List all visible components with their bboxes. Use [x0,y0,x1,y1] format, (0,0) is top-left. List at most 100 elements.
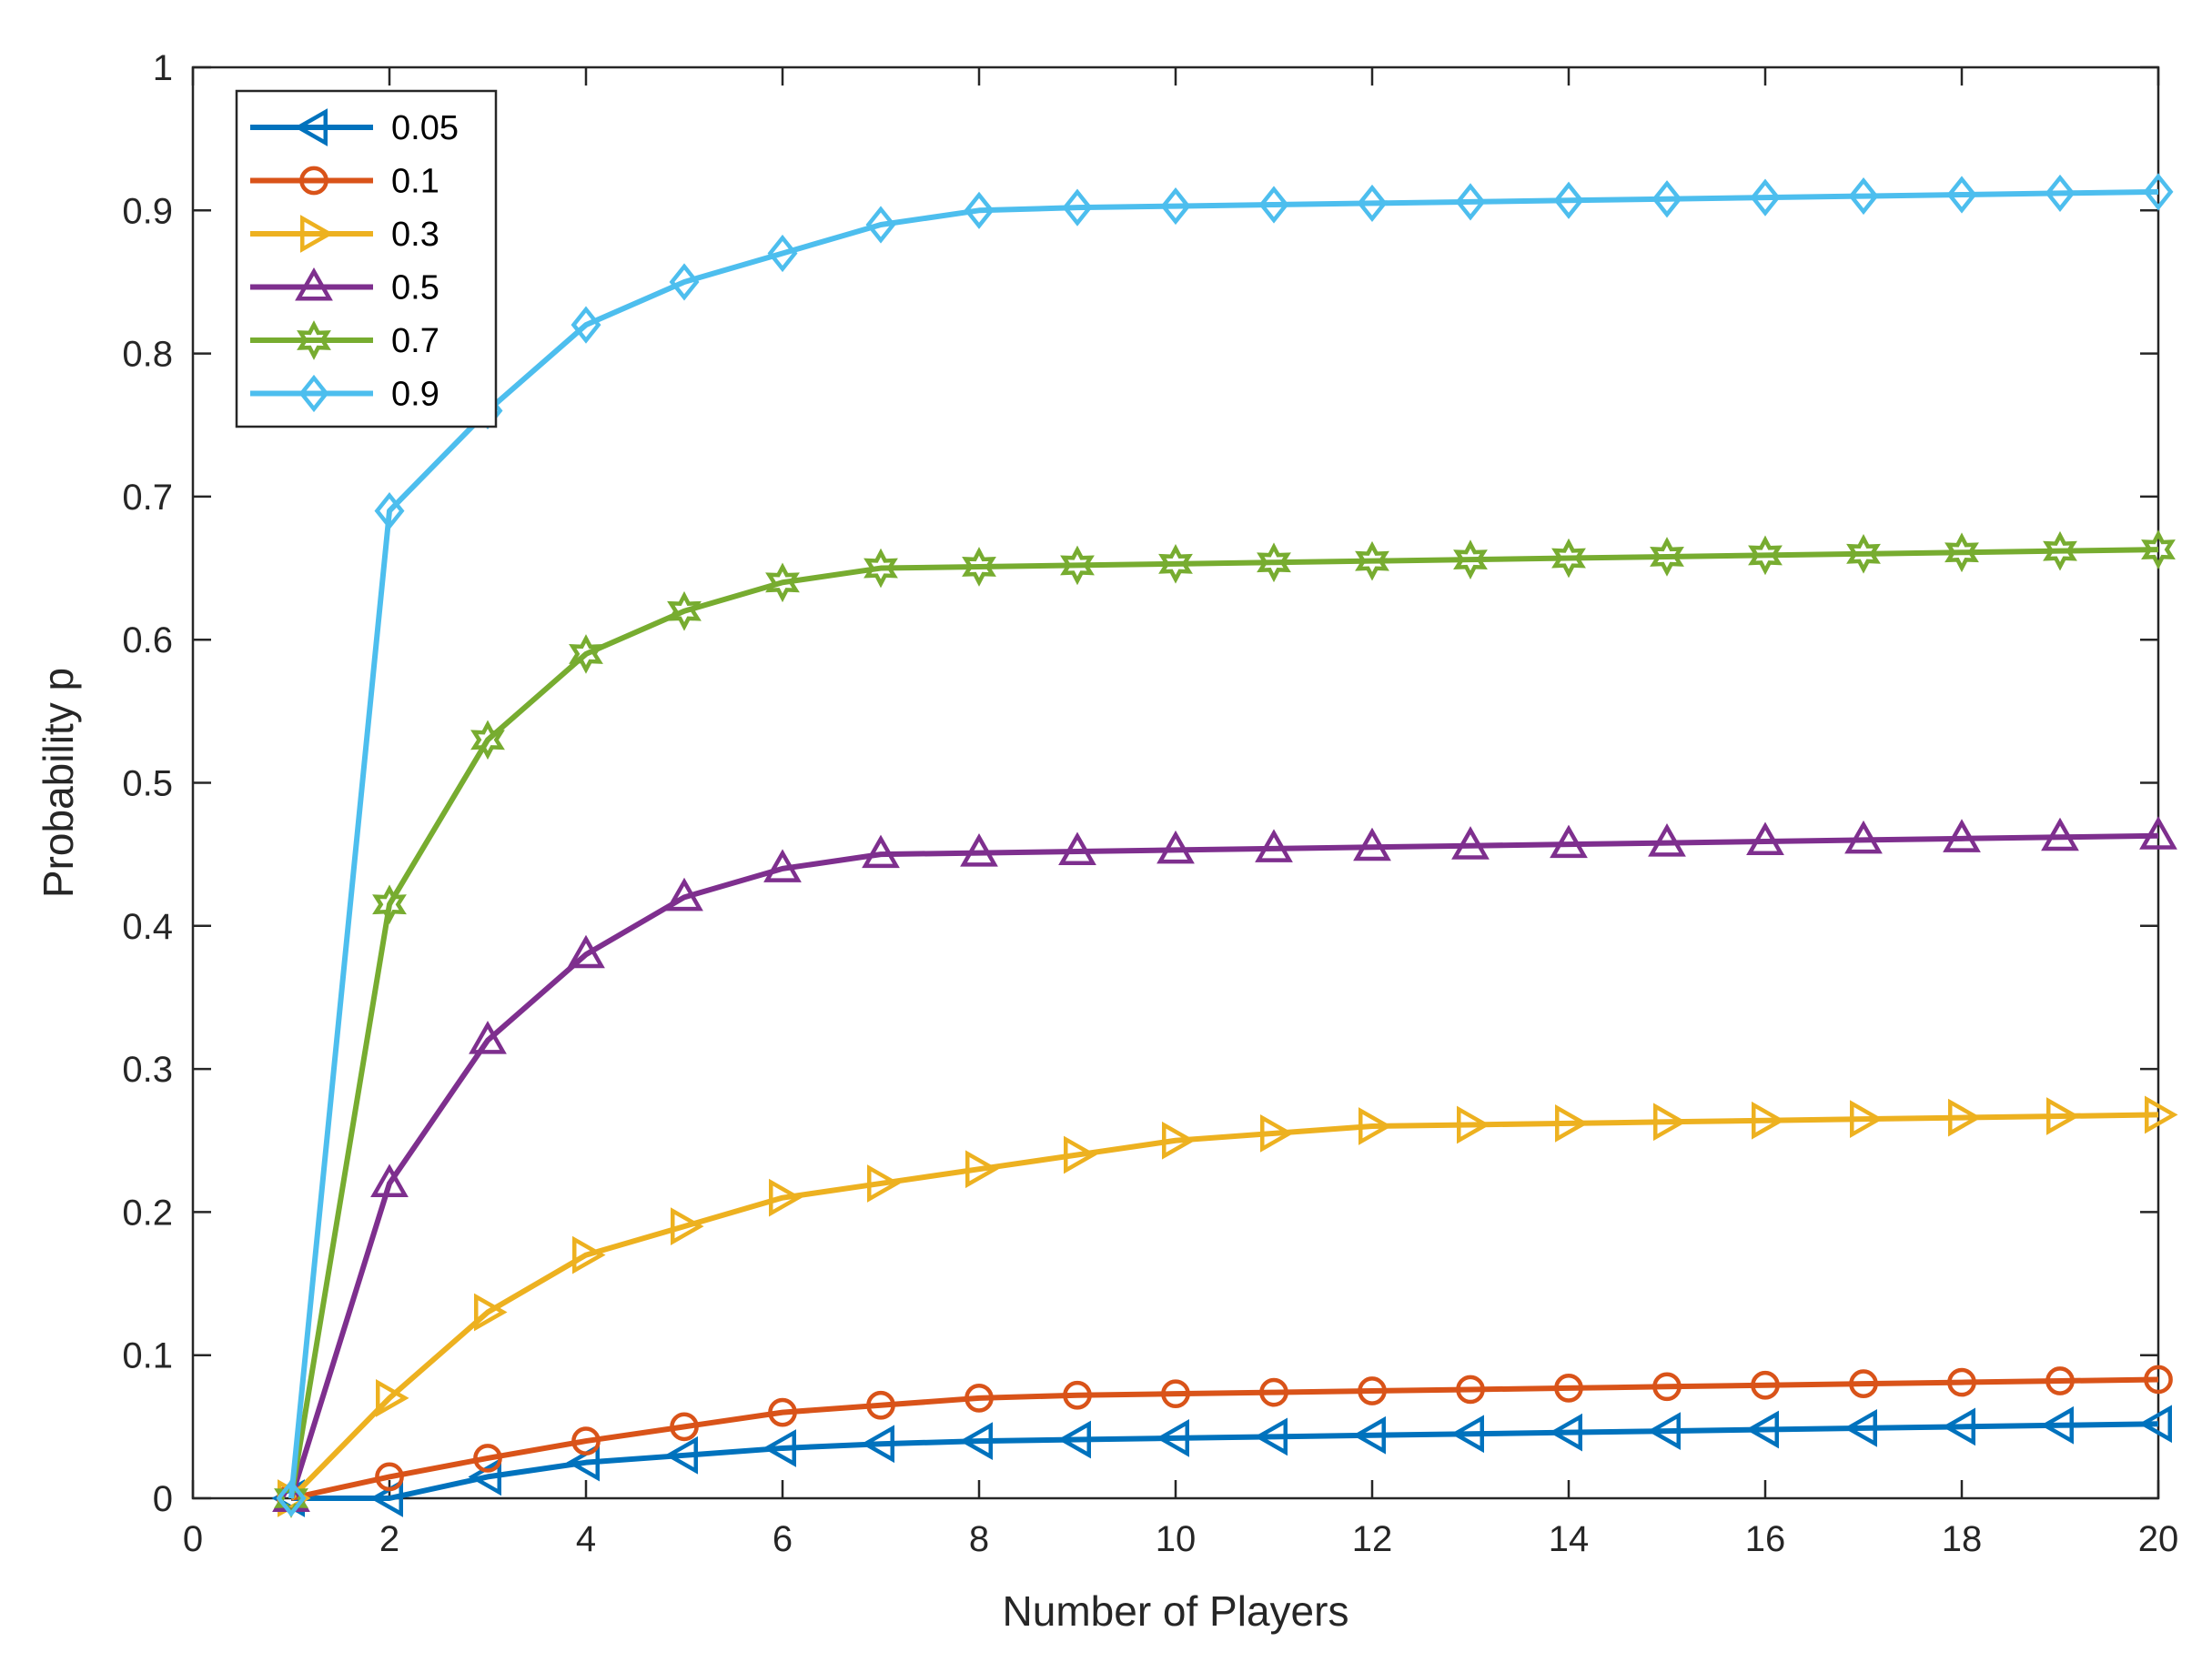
series-0.05 [271,1405,2172,1517]
data-point [2046,1097,2080,1135]
data-point [765,562,800,603]
legend: 0.05 0.1 0.3 0.5 0.7 0.9 [235,89,498,428]
legend-label: 0.05 [391,109,459,147]
data-point [769,1178,803,1217]
data-point [965,1384,994,1413]
y-tick-label: 0.7 [122,478,173,518]
data-point [1358,1376,1387,1405]
data-point [473,1444,502,1473]
data-point [965,1150,999,1189]
data-point [1450,1415,1484,1454]
y-tick-label: 0.2 [122,1193,173,1233]
data-point [2045,1366,2075,1395]
data-point [1843,1409,1877,1447]
data-point [1255,829,1293,862]
data-point [763,849,802,882]
x-tick-label: 14 [1549,1519,1590,1559]
data-point [1355,540,1389,581]
data-point [964,191,995,229]
data-point [376,1379,409,1417]
data-point [1062,188,1093,227]
data-point [1063,1380,1092,1410]
data-point [1650,537,1684,577]
data-point [1352,1415,1386,1455]
legend-label: 0.3 [391,216,439,254]
data-point [1353,827,1391,861]
legend-label: 0.9 [391,376,439,414]
y-tick-label: 0.9 [122,191,173,231]
data-point [861,1425,894,1464]
data-point [1944,532,1979,573]
data-point [276,1479,307,1517]
data-point [2139,816,2177,850]
data-point [1846,533,1881,574]
data-point [1553,181,1584,219]
y-tick-label: 0.5 [122,764,173,804]
data-point [1259,1377,1288,1407]
legend-item: 0.05 [250,108,459,147]
data-point [1554,1374,1583,1403]
x-tick-label: 8 [969,1519,989,1559]
x-axis-label: Number of Players [1003,1587,1349,1635]
series-0.1 [277,1365,2173,1513]
data-point [1158,543,1193,584]
legend-marker [294,108,328,146]
data-point [767,234,798,273]
data-point [1160,186,1191,226]
data-point [962,547,996,587]
data-point [1357,184,1388,223]
data-point [1258,186,1289,224]
data-point [571,306,601,344]
data-point [763,1429,796,1467]
data-point [1162,1121,1196,1160]
y-tick-label: 0.4 [122,907,173,947]
legend-item: 0.7 [250,320,439,360]
data-point [1647,1412,1681,1450]
legend-item: 0.1 [250,163,439,201]
data-point [2143,173,2174,211]
series-line [288,188,2159,1499]
axes: 0 2 4 6 8 10 12 14 16 18 2000.10.20.30.40.50.60.70… [122,48,2178,1559]
series-0.3 [278,1095,2178,1517]
data-point [1549,1413,1582,1452]
legend-marker [297,320,331,360]
data-point [1648,823,1686,857]
y-tick-label: 0 [153,1479,173,1519]
data-point [1456,1375,1485,1405]
data-point [1947,1367,1976,1397]
data-point [1651,180,1682,218]
series-0.7 [274,529,2176,1518]
x-tick-label: 20 [2138,1519,2179,1559]
series-line [288,547,2159,1499]
data-point [1752,1101,1785,1140]
data-point [862,834,900,869]
data-point [768,1397,797,1427]
data-point [669,263,700,301]
data-point [1844,820,1883,854]
data-point [671,1207,704,1246]
data-point [866,1390,895,1420]
data-point [1555,1103,1589,1143]
data-point [375,1462,404,1492]
legend-item: 0.9 [250,374,439,414]
data-point [665,877,703,912]
x-tick-label: 12 [1352,1519,1393,1559]
data-point [1751,1370,1780,1400]
data-point [1451,826,1490,860]
data-point [1057,1420,1091,1459]
data-point [664,1435,698,1475]
data-point [667,590,702,631]
data-point [670,1412,699,1442]
series-line [288,1112,2159,1501]
series-line [288,832,2159,1499]
data-point [470,720,505,760]
data-point [1457,1105,1490,1144]
data-point [1161,1379,1190,1409]
data-point [474,1293,508,1332]
y-tick-label: 0.8 [122,335,173,375]
data-point [1254,1417,1288,1456]
data-point [2145,1095,2178,1134]
data-point [1550,824,1588,859]
